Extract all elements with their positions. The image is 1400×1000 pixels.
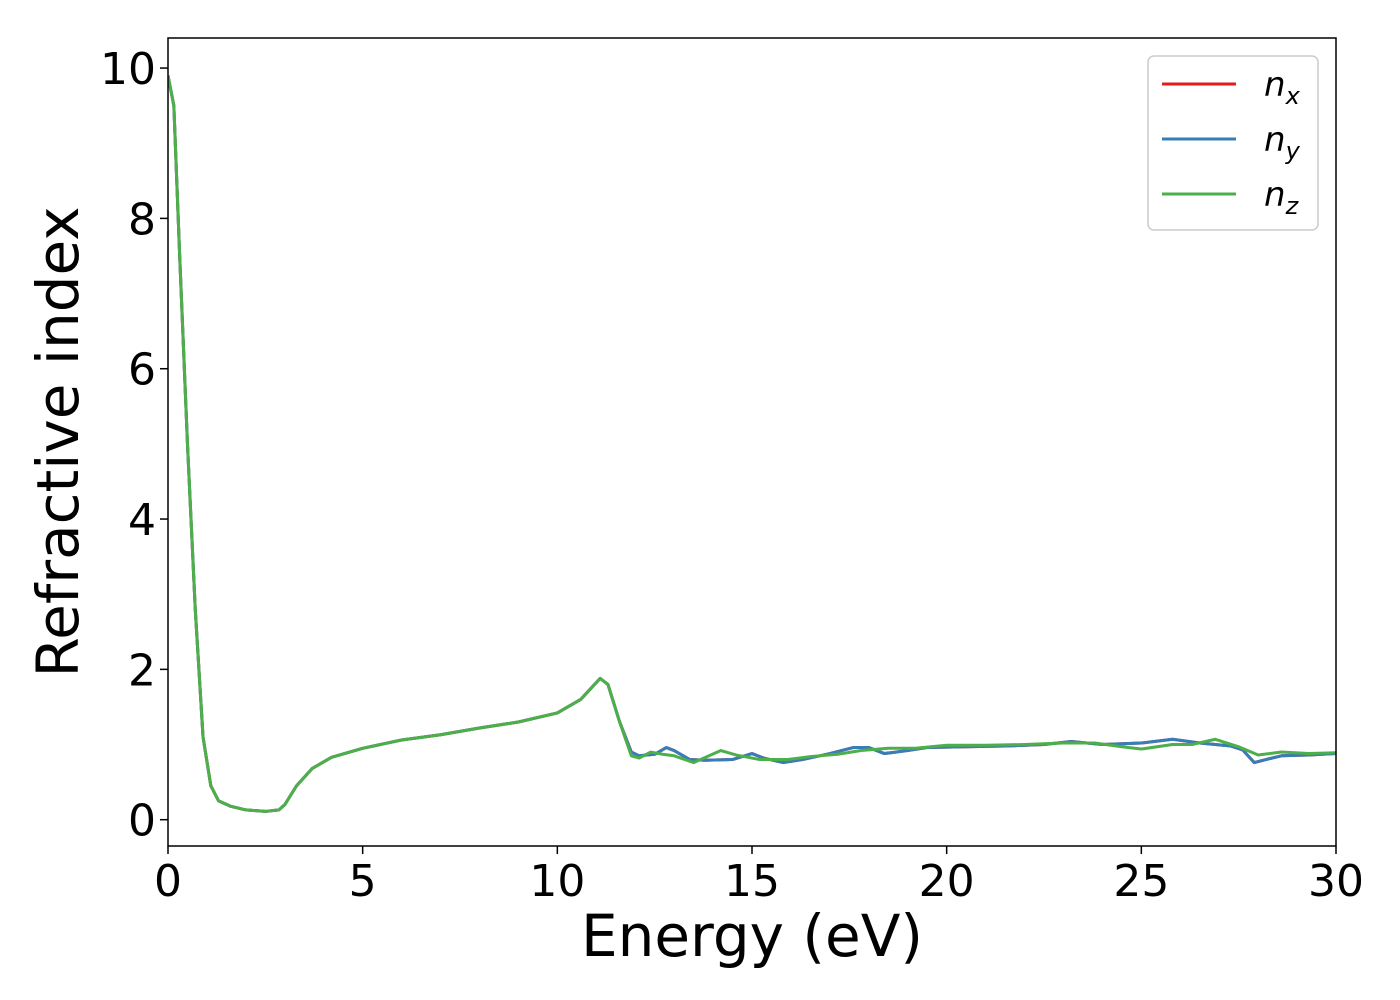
y-tick-label: 10 (100, 44, 156, 95)
y-tick-label: 0 (128, 796, 156, 847)
legend-box (1147, 55, 1319, 231)
series-line-nz (168, 75, 1336, 813)
y-tick-label: 8 (128, 194, 156, 245)
legend-label-base: n (1264, 65, 1286, 105)
y-axis-title: Refractive index (24, 206, 92, 677)
legend-label-base: n (1264, 120, 1286, 160)
legend-label-z: nz (1264, 175, 1300, 220)
legend-label-x: nx (1264, 65, 1301, 110)
legend-label-subscript: z (1285, 192, 1300, 220)
x-tick-label: 10 (529, 856, 585, 907)
series-layer (168, 75, 1336, 813)
x-tick-label: 15 (724, 856, 780, 907)
y-axis: 0 2 4 6 8 10 (100, 44, 168, 847)
y-tick-label: 2 (128, 645, 156, 696)
x-axis-title: Energy (eV) (581, 902, 923, 970)
x-tick-label: 30 (1308, 856, 1364, 907)
legend-label-y: ny (1264, 120, 1301, 165)
y-tick-label: 6 (128, 345, 156, 396)
x-tick-label: 0 (154, 856, 182, 907)
x-tick-label: 25 (1113, 856, 1169, 907)
legend-label-subscript: y (1285, 137, 1301, 165)
y-tick-label: 4 (128, 495, 156, 546)
x-tick-label: 5 (349, 856, 377, 907)
x-tick-label: 20 (919, 856, 975, 907)
legend-label-base: n (1264, 175, 1286, 215)
legend-label-subscript: x (1285, 82, 1301, 110)
x-axis: 0 5 10 15 20 25 30 (154, 846, 1364, 907)
